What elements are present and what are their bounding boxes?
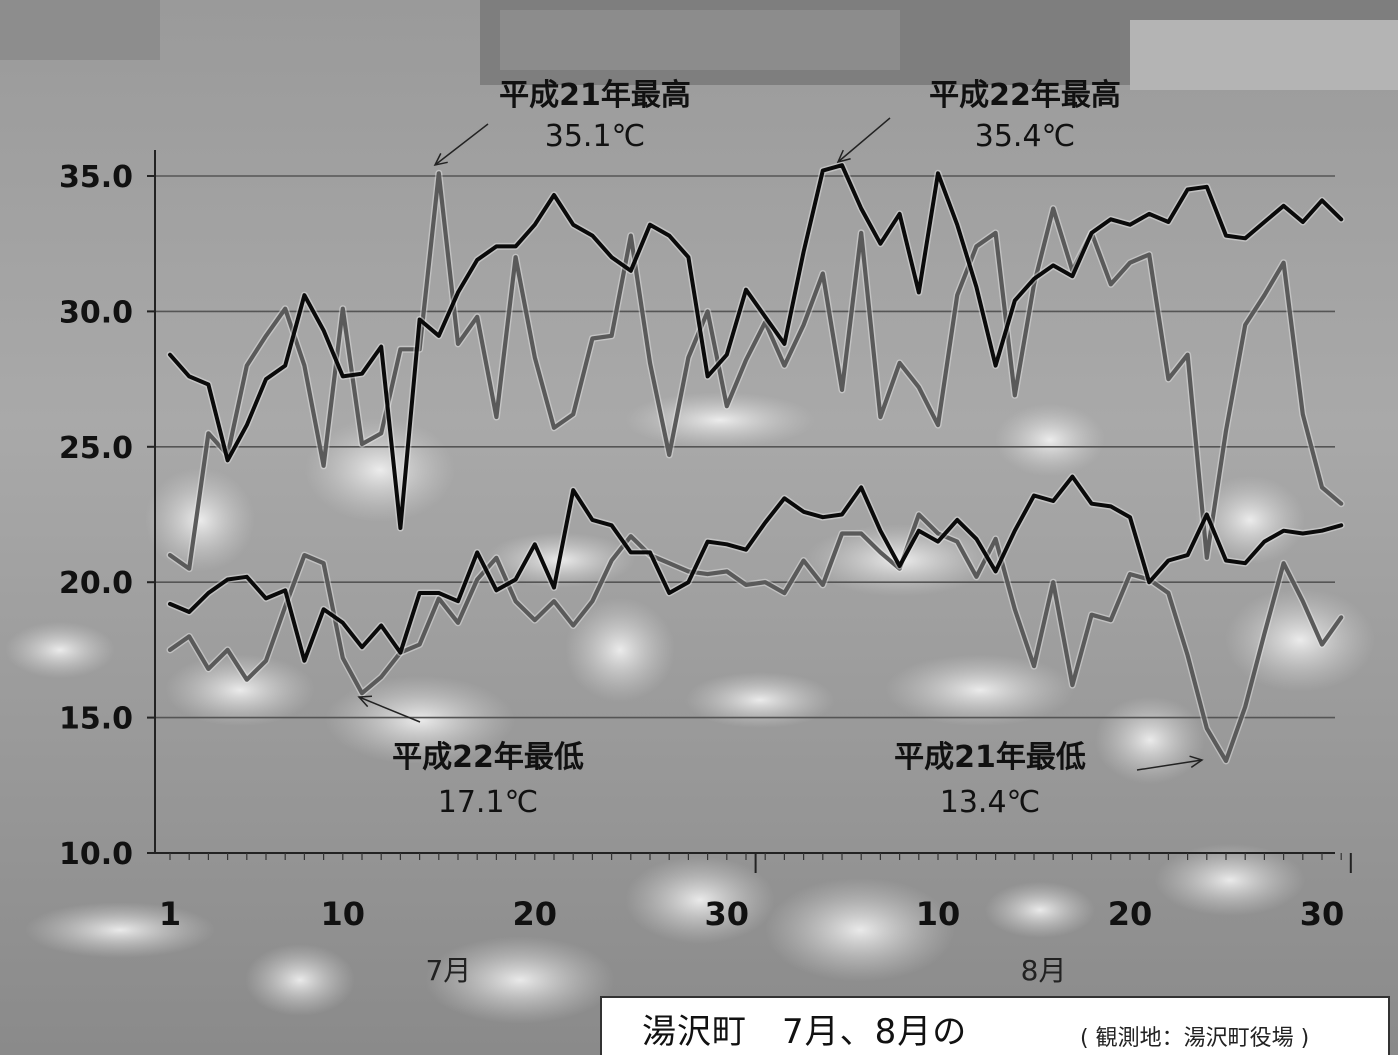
flower-decoration	[995, 404, 1105, 476]
x-tick-label: 1	[159, 895, 181, 933]
flower-decoration	[5, 622, 115, 678]
series-line-h21_min	[167, 512, 1344, 764]
flower-decoration	[325, 676, 515, 764]
flower-decoration	[765, 878, 955, 982]
x-tick-label: 30	[705, 895, 750, 933]
x-tick-label: 20	[1108, 895, 1153, 933]
flower-decoration	[145, 468, 255, 572]
flower-decoration	[625, 856, 775, 944]
month-label: 7月	[425, 954, 471, 987]
annotation-title: 平成21年最低	[894, 740, 1086, 775]
annotation-arrowhead	[433, 153, 448, 167]
flower-decoration	[245, 944, 355, 1016]
flower-decoration	[1195, 476, 1305, 564]
x-tick-label: 30	[1300, 895, 1345, 933]
x-tick-label: 20	[513, 895, 558, 933]
annotation-arrow	[837, 117, 891, 163]
annotation-title: 平成21年最高	[499, 78, 691, 113]
flower-decoration	[165, 654, 315, 726]
month-label: 8月	[1021, 954, 1067, 987]
flower-decoration	[985, 882, 1095, 938]
y-tick-label: 20.0	[59, 566, 133, 601]
flower-decoration	[425, 936, 615, 1024]
annotation-value: 35.4℃	[975, 119, 1076, 154]
series-lines	[166, 161, 1345, 765]
flower-decoration	[685, 672, 835, 728]
flower-decoration	[885, 654, 1075, 726]
y-tick-label: 30.0	[59, 295, 133, 330]
series-line-h22_min	[168, 474, 1344, 663]
annotation-arrow	[434, 123, 489, 166]
y-tick-label: 25.0	[59, 431, 133, 466]
caption-title: 湯沢町 7月、8月の	[642, 1012, 968, 1052]
series-line-h21_max	[167, 171, 1344, 571]
annotation-arrow	[1136, 759, 1203, 771]
flower-decoration	[1225, 588, 1375, 692]
caption-box: 湯沢町 7月、8月の ( 観測地：湯沢町役場 )	[600, 996, 1390, 1055]
annotation-title: 平成22年最高	[929, 78, 1121, 113]
annotation-arrow	[358, 696, 421, 723]
y-tick-label: 10.0	[59, 837, 133, 872]
flower-decoration	[565, 598, 675, 702]
annotation-arrowhead	[836, 149, 851, 164]
x-axis: 1 10 20 30 10 20 30 7月 8月	[155, 852, 1352, 987]
annotation-title: 平成22年最低	[392, 740, 584, 775]
flower-decoration	[1095, 696, 1205, 784]
series-line-h22_max	[168, 163, 1344, 530]
flower-decoration	[625, 392, 815, 448]
x-tick-label: 10	[916, 895, 961, 933]
annotation-arrowhead	[357, 695, 373, 708]
x-tick-label: 10	[321, 895, 366, 933]
annotation-arrowhead	[1189, 755, 1204, 768]
annotation-value: 17.1℃	[438, 785, 539, 820]
y-tick-label: 35.0	[59, 160, 133, 195]
caption-location: ( 観測地：湯沢町役場 )	[1080, 1026, 1310, 1051]
annotations: 平成21年最高 35.1℃ 平成22年最高 35.4℃ 平成22年最低 17.1℃ 平成21…	[357, 78, 1204, 820]
annotation-value: 35.1℃	[545, 119, 646, 154]
annotation-value: 13.4℃	[940, 785, 1041, 820]
flower-decoration	[25, 902, 215, 958]
y-axis: 35.0 30.0 25.0 20.0 15.0 10.0	[59, 150, 156, 872]
flower-decoration	[805, 524, 995, 596]
y-tick-label: 15.0	[59, 702, 133, 737]
flower-decoration	[305, 418, 455, 522]
flower-decoration	[1155, 844, 1305, 916]
